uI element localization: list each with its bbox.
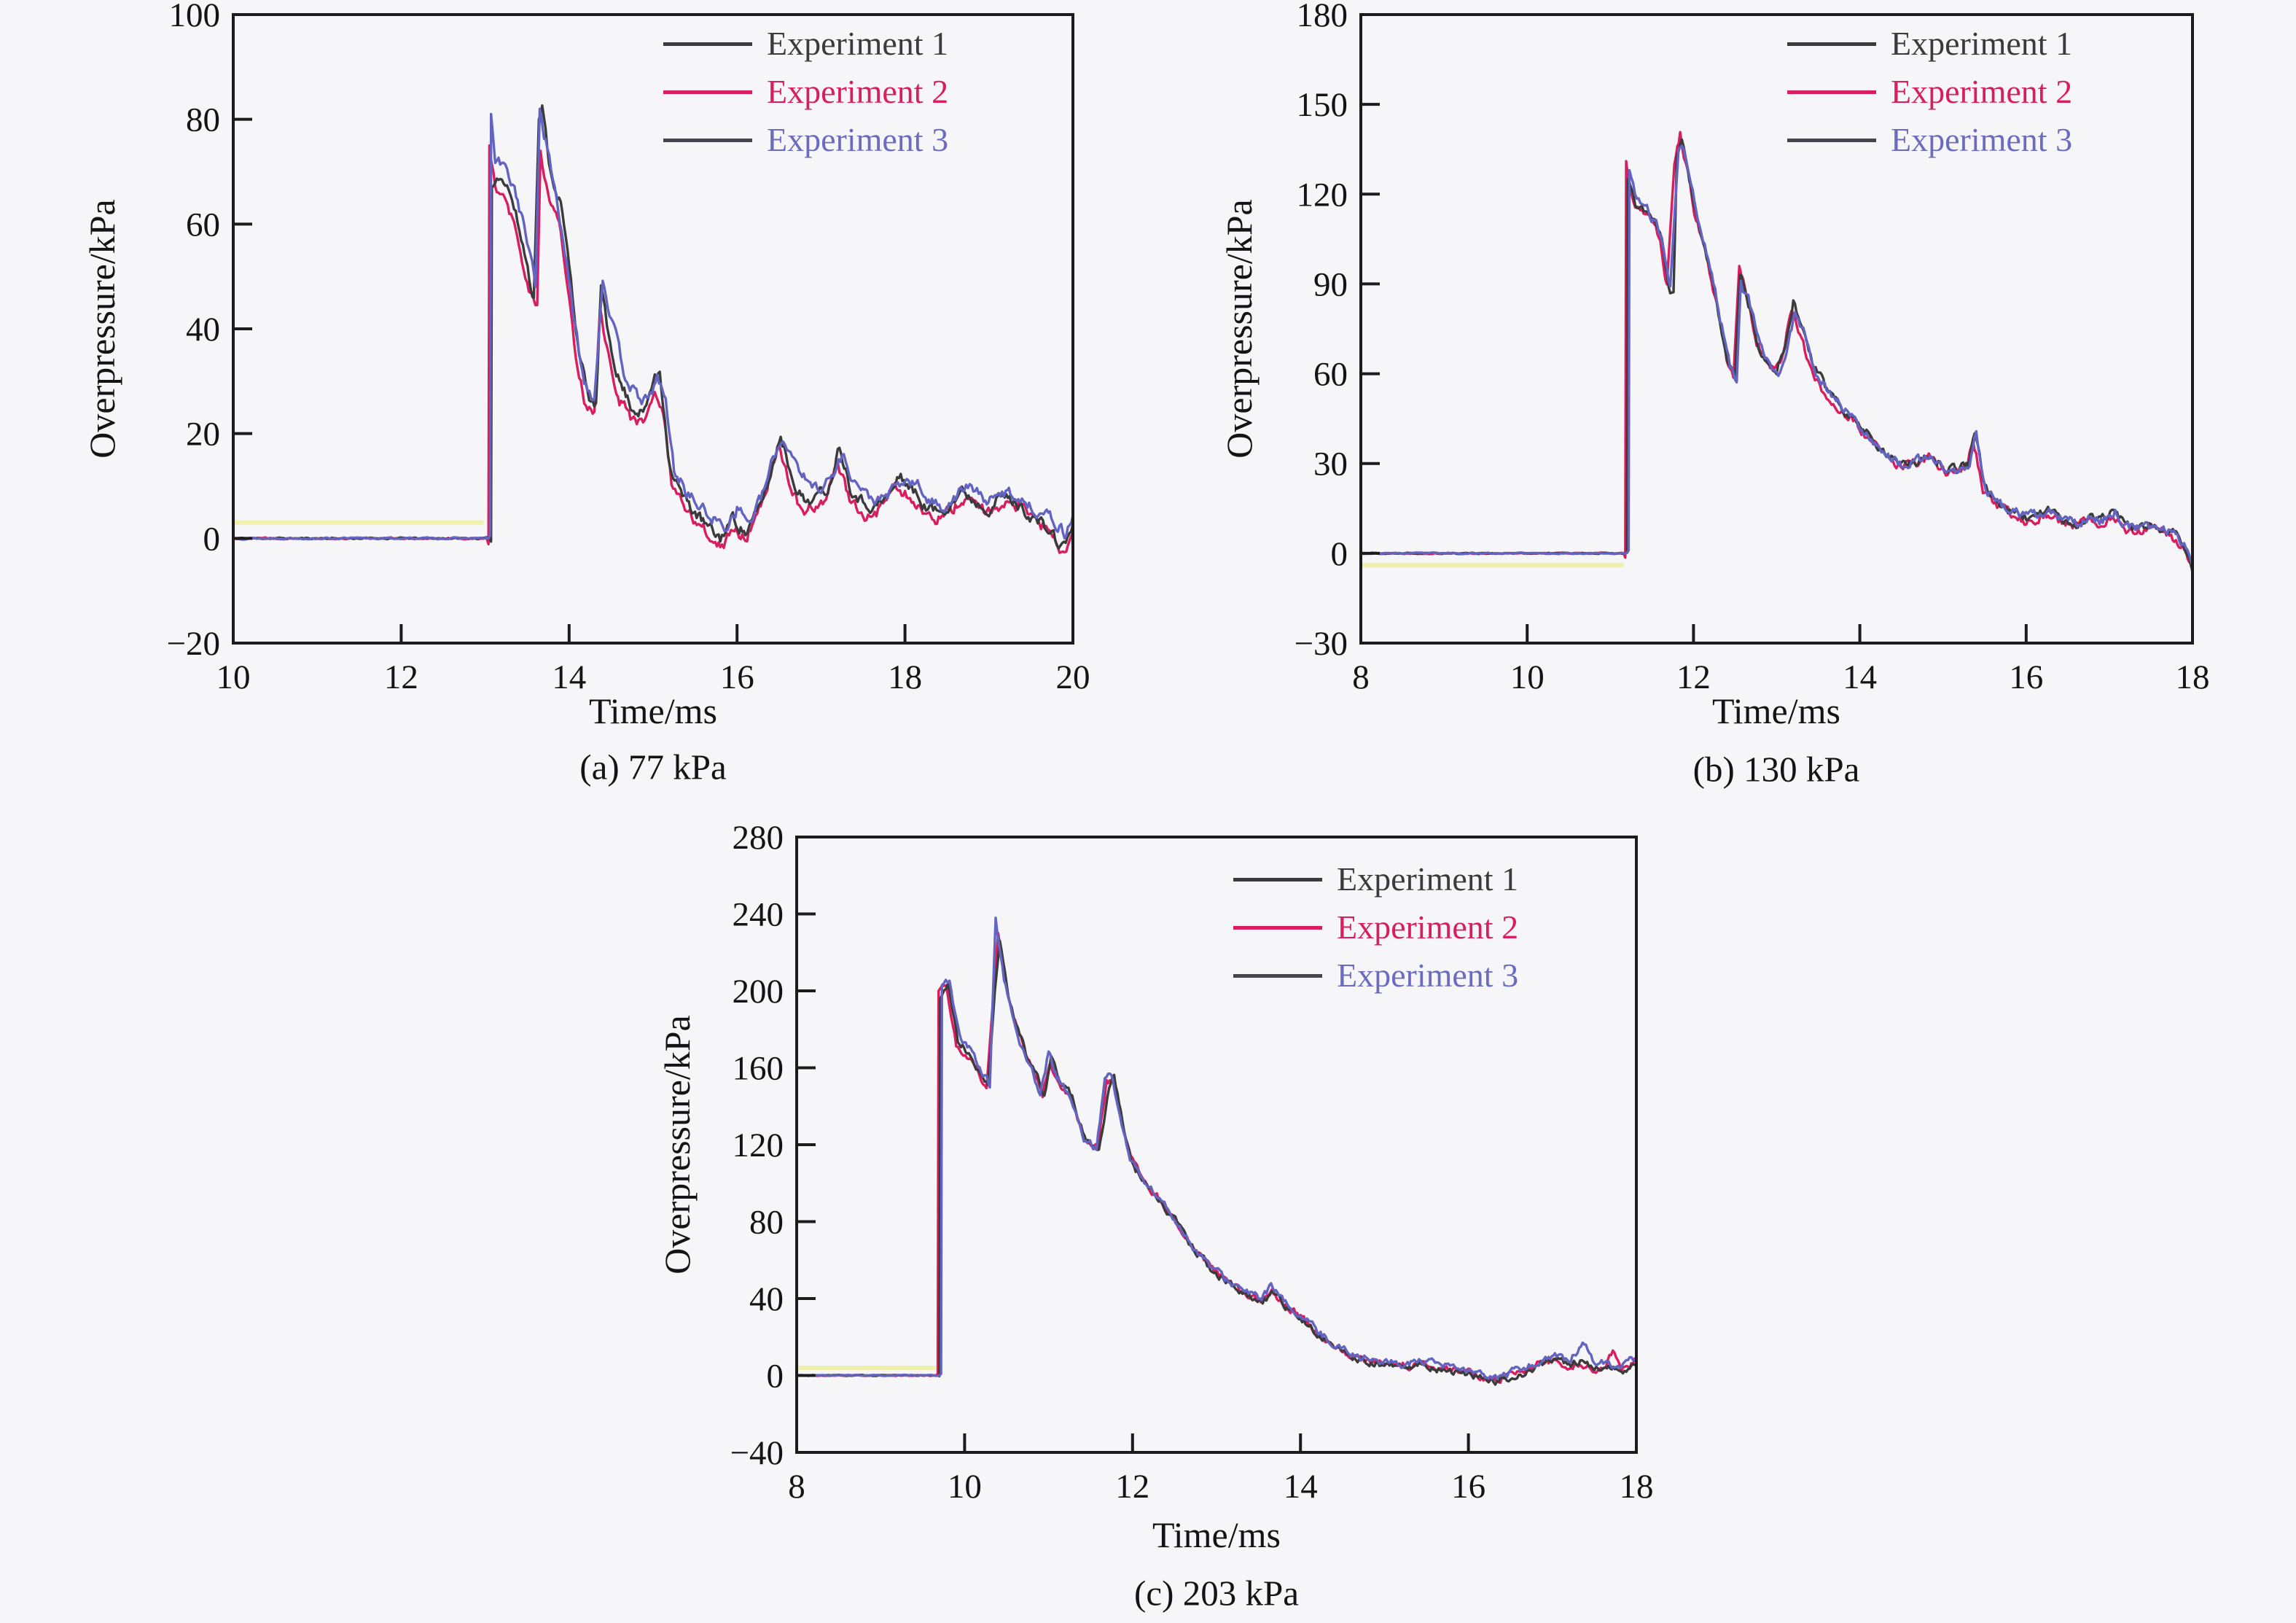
y-tick-label: 0 bbox=[767, 1358, 784, 1396]
y-tick-label: 80 bbox=[749, 1204, 784, 1242]
legend-item-experiment-1: Experiment 1 bbox=[1787, 25, 2072, 63]
x-axis-label-c: Time/ms bbox=[1152, 1514, 1281, 1555]
y-tick-label: −40 bbox=[730, 1434, 784, 1472]
y-tick-label: 120 bbox=[733, 1126, 784, 1164]
legend-label: Experiment 3 bbox=[1337, 957, 1519, 994]
x-tick-label: 12 bbox=[1115, 1468, 1149, 1506]
legend-item-experiment-2: Experiment 2 bbox=[663, 73, 948, 111]
caption-b: (b) 130 kPa bbox=[1692, 749, 1860, 790]
y-tick-label: 120 bbox=[1297, 176, 1348, 214]
series-group bbox=[797, 916, 1636, 1386]
legend-label: Experiment 3 bbox=[767, 121, 949, 158]
x-tick-label: 10 bbox=[1510, 658, 1545, 696]
y-tick-label: 80 bbox=[186, 101, 220, 139]
legend-label: Experiment 1 bbox=[767, 25, 949, 62]
y-axis-label-c: Overpressure/kPa bbox=[657, 1015, 698, 1274]
x-axis-label-b: Time/ms bbox=[1711, 690, 1841, 731]
y-tick-label: 160 bbox=[733, 1050, 784, 1088]
y-tick-label: −30 bbox=[1294, 625, 1348, 663]
legend-line-icon bbox=[1233, 877, 1322, 881]
y-tick-label: 0 bbox=[203, 520, 221, 558]
y-tick-label: 280 bbox=[733, 819, 784, 857]
x-tick-label: 16 bbox=[2009, 658, 2043, 696]
legend-label: Experiment 2 bbox=[1337, 908, 1519, 946]
legend-line-icon bbox=[1787, 138, 1876, 142]
legend-line-icon bbox=[663, 138, 752, 142]
legend-label: Experiment 1 bbox=[1337, 860, 1519, 898]
x-tick-label: 8 bbox=[788, 1468, 805, 1506]
plot-area-c: 8 10 12 14 16 18 −40 0 40 80 120 160 200 240 280 bbox=[730, 819, 1654, 1506]
y-tick-label: 60 bbox=[186, 206, 220, 244]
y-tick-label: 30 bbox=[1313, 445, 1348, 483]
y-tick-label: 150 bbox=[1297, 86, 1348, 124]
legend-line-icon bbox=[1787, 42, 1876, 46]
y-tick-label: 40 bbox=[749, 1280, 784, 1318]
x-tick-label: 14 bbox=[1284, 1468, 1318, 1506]
series-experiment-1 bbox=[797, 939, 1636, 1386]
legend-c: Experiment 1 Experiment 2 Experiment 3 bbox=[1233, 860, 1518, 995]
x-tick-label: 10 bbox=[216, 658, 251, 696]
series-experiment-1 bbox=[233, 104, 1073, 550]
legend-label: Experiment 1 bbox=[1891, 25, 2073, 62]
x-tick-label: 8 bbox=[1352, 658, 1370, 696]
series-experiment-2 bbox=[797, 932, 1636, 1385]
y-tick-label: 0 bbox=[1331, 535, 1348, 573]
x-tick-label: 18 bbox=[888, 658, 922, 696]
series-group bbox=[1361, 131, 2192, 575]
legend-label: Experiment 2 bbox=[1891, 73, 2073, 110]
y-tick-label: 40 bbox=[186, 311, 220, 349]
legend-line-icon bbox=[1787, 90, 1876, 94]
y-tick-label: 60 bbox=[1313, 356, 1348, 394]
x-tick-label: 16 bbox=[720, 658, 754, 696]
x-tick-label: 14 bbox=[552, 658, 586, 696]
legend-a: Experiment 1 Experiment 2 Experiment 3 bbox=[663, 25, 948, 159]
y-tick-label: −20 bbox=[166, 625, 220, 663]
legend-line-icon bbox=[1233, 925, 1322, 930]
caption-a: (a) 77 kPa bbox=[579, 747, 727, 787]
series-experiment-2 bbox=[233, 144, 1073, 554]
legend-item-experiment-2: Experiment 2 bbox=[1233, 908, 1518, 946]
x-axis-label-a: Time/ms bbox=[588, 690, 718, 731]
plot-area-a: 10 12 14 16 18 20 −20 0 20 40 60 80 100 bbox=[166, 0, 1090, 696]
legend-item-experiment-2: Experiment 2 bbox=[1787, 73, 2072, 111]
y-tick-label: 20 bbox=[186, 416, 220, 454]
series-group bbox=[233, 104, 1073, 554]
x-tick-label: 18 bbox=[2176, 658, 2210, 696]
x-tick-label: 16 bbox=[1451, 1468, 1485, 1506]
legend-line-icon bbox=[1233, 973, 1322, 978]
legend-item-experiment-3: Experiment 3 bbox=[1787, 121, 2072, 159]
y-axis-label-b: Overpressure/kPa bbox=[1219, 199, 1260, 459]
y-tick-label: 180 bbox=[1297, 0, 1348, 34]
legend-item-experiment-1: Experiment 1 bbox=[663, 25, 948, 63]
series-experiment-3 bbox=[1361, 144, 2192, 567]
y-axis-label-a: Overpressure/kPa bbox=[82, 199, 122, 459]
x-tick-label: 14 bbox=[1843, 658, 1877, 696]
x-tick-label: 12 bbox=[1676, 658, 1711, 696]
legend-b: Experiment 1 Experiment 2 Experiment 3 bbox=[1787, 25, 2072, 159]
x-tick-label: 20 bbox=[1056, 658, 1090, 696]
legend-item-experiment-3: Experiment 3 bbox=[663, 121, 948, 159]
legend-item-experiment-3: Experiment 3 bbox=[1233, 957, 1518, 995]
series-experiment-2 bbox=[1361, 131, 2192, 575]
x-tick-label: 18 bbox=[1620, 1468, 1654, 1506]
series-experiment-3 bbox=[797, 916, 1636, 1380]
y-tick-label: 240 bbox=[733, 896, 784, 934]
y-tick-label: 200 bbox=[733, 973, 784, 1011]
legend-label: Experiment 3 bbox=[1891, 121, 2073, 158]
x-tick-label: 12 bbox=[384, 658, 418, 696]
legend-label: Experiment 2 bbox=[767, 73, 949, 110]
plot-frame bbox=[1359, 13, 2194, 645]
x-tick-label: 10 bbox=[948, 1468, 982, 1506]
legend-item-experiment-1: Experiment 1 bbox=[1233, 860, 1518, 898]
plot-area-b: 8 10 12 14 16 18 −30 0 30 60 90 120 150 180 bbox=[1294, 0, 2210, 696]
y-tick-label: 90 bbox=[1313, 265, 1348, 303]
series-experiment-1 bbox=[1361, 138, 2192, 569]
legend-line-icon bbox=[663, 42, 752, 46]
y-tick-label: 100 bbox=[169, 0, 221, 34]
legend-line-icon bbox=[663, 90, 752, 94]
caption-c: (c) 203 kPa bbox=[1134, 1573, 1299, 1614]
series-experiment-3 bbox=[233, 107, 1073, 541]
